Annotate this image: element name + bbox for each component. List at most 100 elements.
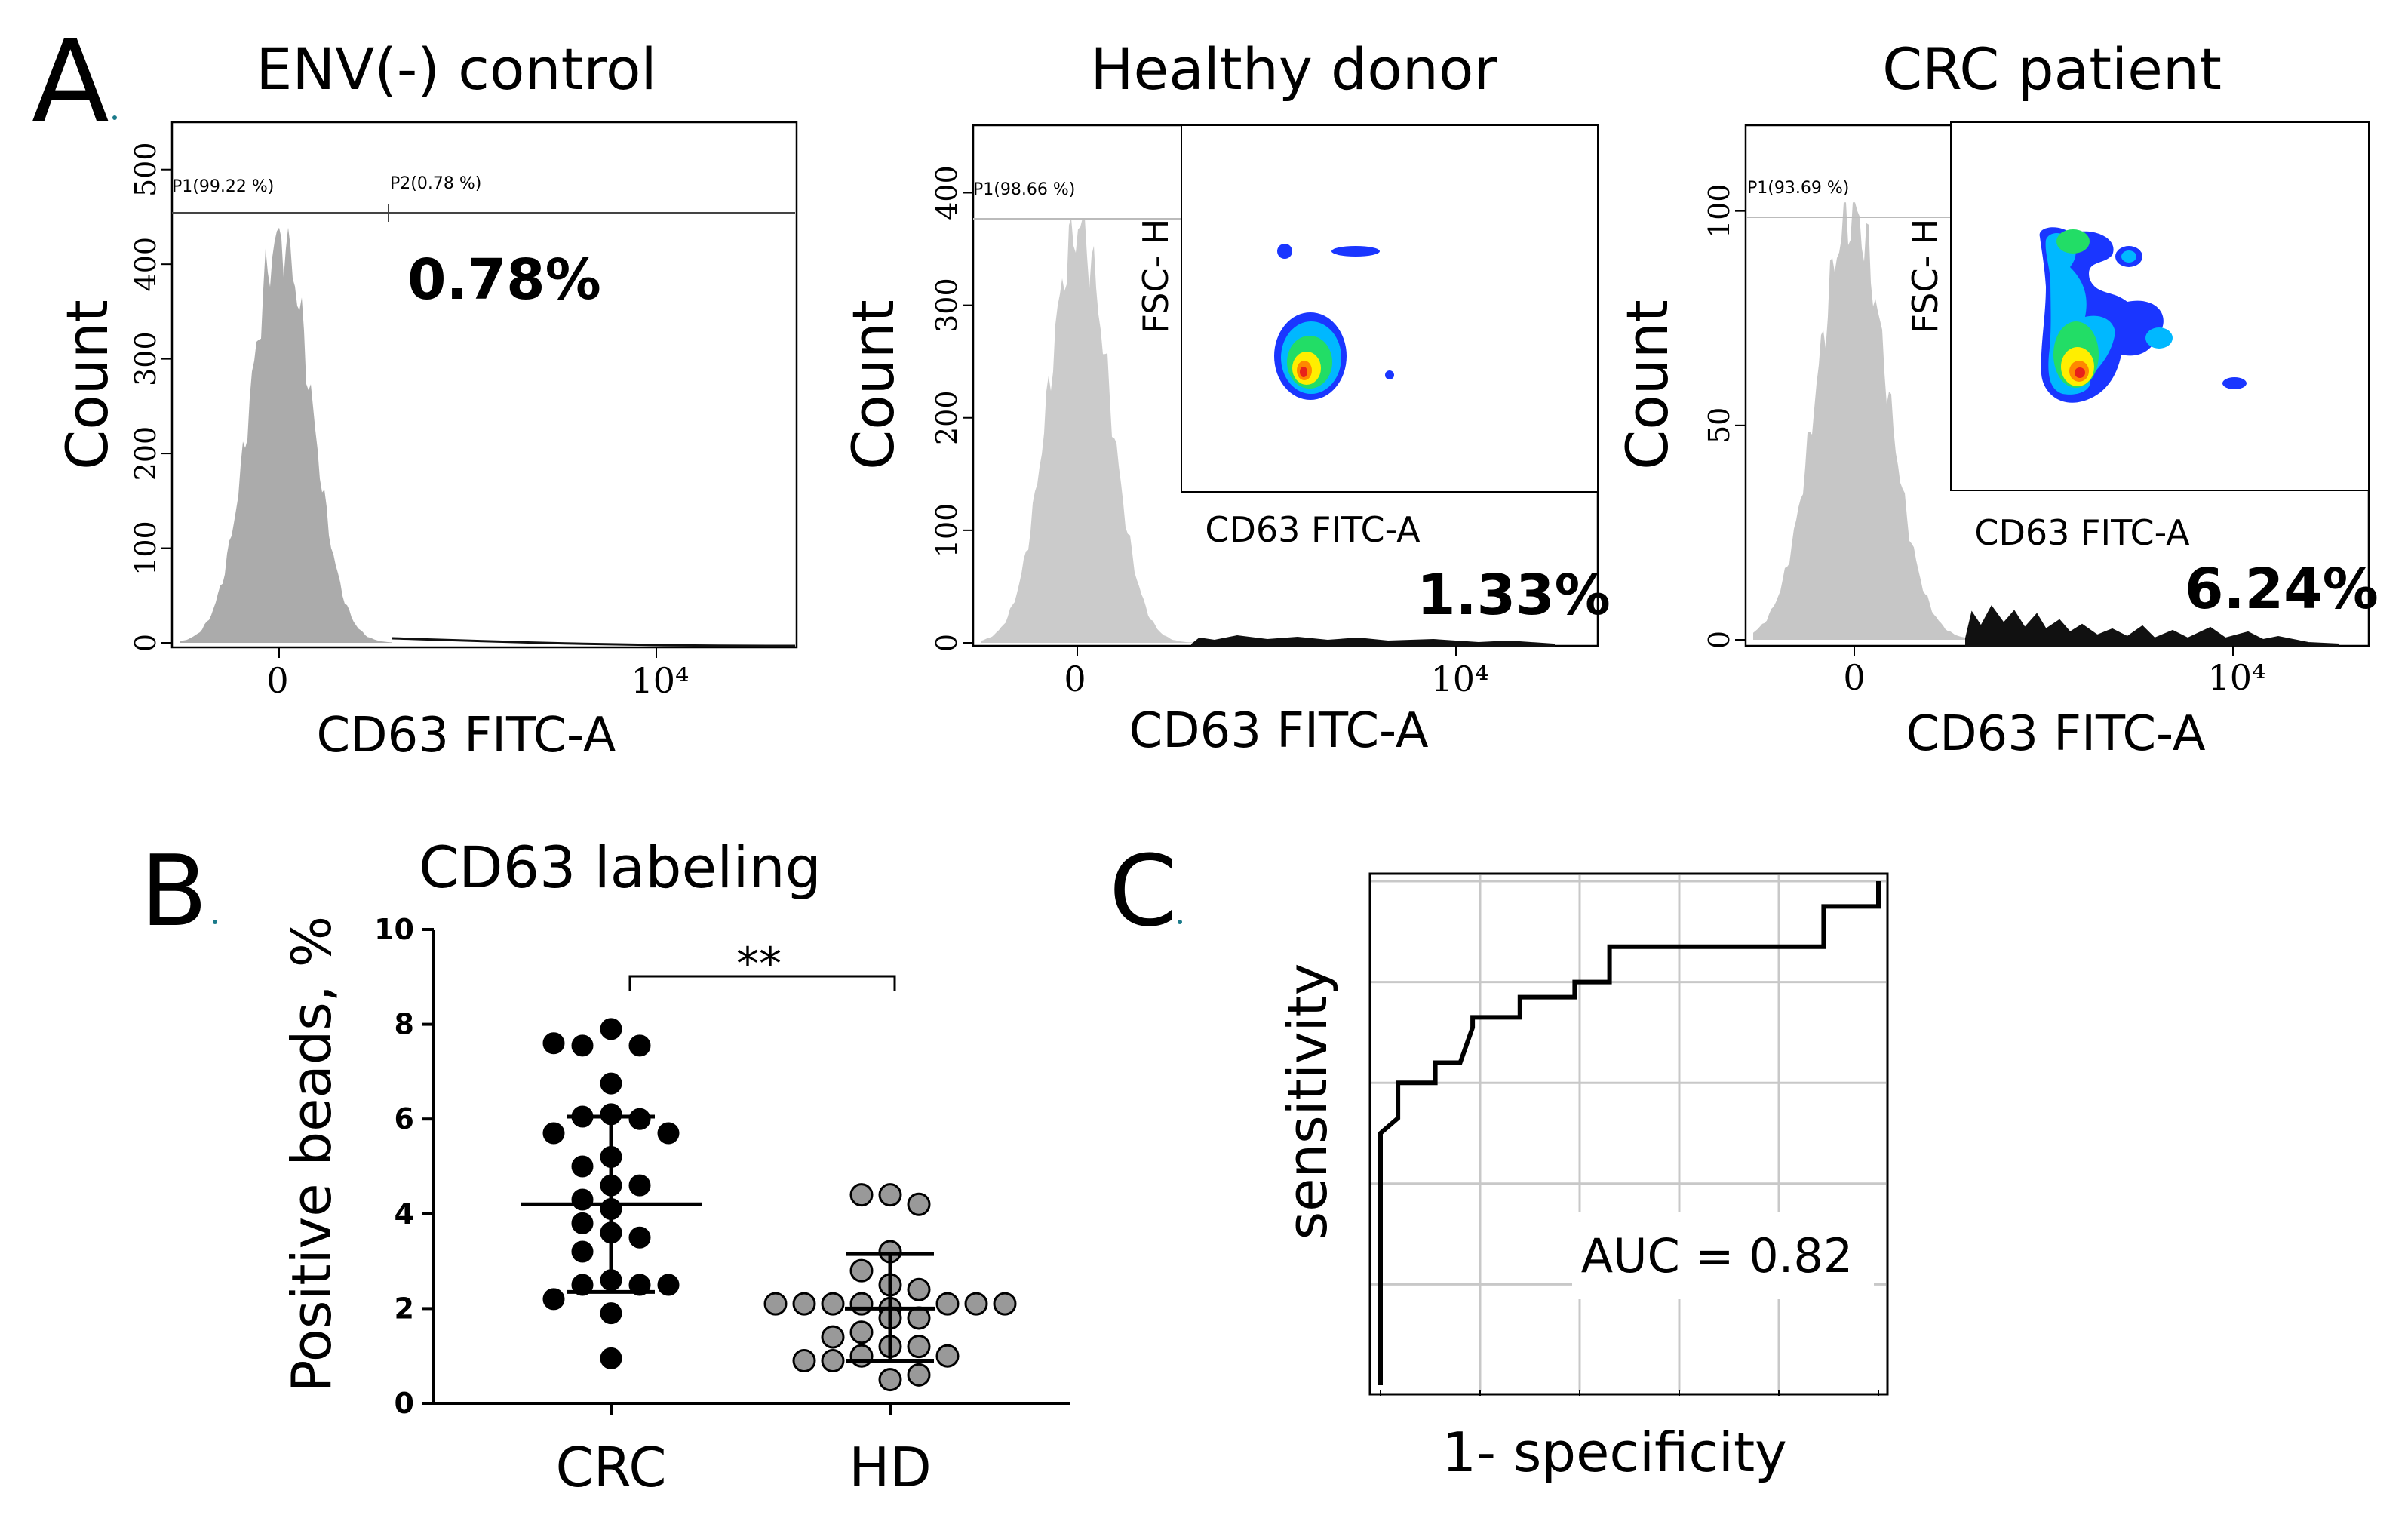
hist-y-tick-label: 100	[1703, 183, 1736, 238]
hist-y-tick-label: 50	[1703, 407, 1736, 444]
dotplot-point	[657, 1274, 680, 1296]
hist1-gate-p1: P1(99.22 %)	[172, 177, 274, 196]
hist1-positive-tail	[392, 637, 796, 647]
hist-y-tick-label: 300	[930, 278, 963, 333]
inset2-ylabel: FSC- H	[1135, 219, 1176, 334]
dotplot-point	[907, 1192, 931, 1216]
roc-ylabel: sensitivity	[1276, 963, 1339, 1240]
hist-y-tick-label: 200	[930, 390, 963, 445]
dotplot-y-tick-label: 6	[395, 1102, 414, 1135]
dotplot-point	[849, 1183, 874, 1207]
panel-letter-b-dot	[213, 920, 217, 924]
dotplot-points	[521, 1018, 1017, 1392]
inset3-blob	[2075, 367, 2085, 378]
hist1-percent: 0.78%	[407, 247, 601, 312]
roc-grid	[1371, 875, 1886, 1396]
hist1-fill	[180, 227, 392, 643]
dotplot-point	[907, 1277, 931, 1301]
hist-y-tick-label: 400	[129, 237, 162, 292]
hist1-x-axis: 0 10⁴	[266, 647, 689, 701]
panel-letter-a-dot	[112, 115, 117, 120]
hist3-fill	[1753, 202, 1976, 640]
hist3-positive-tail	[1965, 605, 2339, 647]
hist-y-tick-label: 100	[930, 503, 963, 558]
dotplot-y-tick-label: 0	[395, 1387, 414, 1420]
hist3-x-tick-label: 0	[1843, 657, 1865, 698]
inset3-blob	[2222, 377, 2247, 389]
dotplot-point	[600, 1302, 622, 1325]
dotplot-point	[792, 1348, 816, 1372]
panel-letter-a: A	[32, 17, 109, 148]
dotplot-point	[849, 1292, 874, 1316]
dotplot-point	[571, 1188, 594, 1211]
hist3-y-axis: 0 50 100	[1703, 183, 1746, 649]
inset-plot-crc-patient: FSC- H CD63 FITC-A	[1905, 121, 2370, 553]
inset3-frame	[1950, 121, 2370, 491]
histogram-healthy-donor: Healthy donor P1(98.66 %) 0100200300400 …	[840, 35, 1611, 759]
dotplot-point	[542, 1032, 565, 1055]
hist2-percent: 1.33%	[1417, 563, 1611, 628]
dotplot-y-ticks: 0 2 4 6 8 10	[374, 913, 434, 1420]
hist3-percent: 6.24%	[2185, 557, 2379, 622]
inset3-density-blobs	[2039, 227, 2247, 403]
hist2-xlabel: CD63 FITC-A	[1129, 703, 1429, 759]
hist1-y-axis: 0 100 200 300 400 500	[129, 142, 172, 652]
hist3-title: CRC patient	[1882, 35, 2222, 103]
dotplot-point	[964, 1292, 988, 1316]
hist2-y-axis: 0 100 200 300 400	[930, 165, 973, 652]
dotplot-point	[907, 1306, 931, 1330]
dotplot-point	[907, 1363, 931, 1387]
hist2-x-tick-label: 10⁴	[1431, 659, 1489, 699]
dotplot-category-label: CRC	[556, 1436, 667, 1499]
dotplot-point	[600, 1347, 622, 1369]
histogram-crc-patient: CRC patient P1(93.69 %) 0 50 100 0 10⁴ 6.2…	[1614, 35, 2379, 762]
hist2-ylabel: Count	[840, 300, 907, 470]
inset2-blob	[1331, 246, 1380, 257]
hist1-frame	[170, 121, 798, 649]
dotplot-point	[657, 1122, 680, 1145]
dotplot-point	[628, 1034, 651, 1057]
dotplot-y-tick-label: 2	[395, 1292, 414, 1325]
hist1-ylabel: Count	[54, 300, 121, 470]
hist3-x-tick-label: 10⁴	[2208, 657, 2266, 698]
dotplot-point	[849, 1258, 874, 1283]
hist2-positive-tail	[1191, 635, 1555, 647]
hist2-fill	[981, 218, 1199, 643]
roc-line	[1378, 881, 1881, 1385]
hist1-x-tick-label: 10⁴	[631, 660, 690, 701]
inset2-blob	[1277, 244, 1292, 259]
hist-y-tick-label: 300	[129, 331, 162, 386]
dotplot-significance-label: **	[736, 938, 782, 991]
roc-auc-annotation: AUC = 0.82	[1581, 1228, 1854, 1283]
hist-y-tick-label: 0	[930, 634, 963, 652]
panel-letter-c-dot	[1178, 920, 1182, 924]
roc-annotation-bg	[1572, 1212, 1874, 1299]
dotplot-point	[907, 1335, 931, 1359]
dotplot-y-tick-label: 4	[395, 1197, 414, 1231]
dotplot-title: CD63 labeling	[419, 834, 822, 901]
inset3-blob	[2121, 250, 2136, 263]
hist3-x-axis: 0 10⁴	[1843, 646, 2265, 698]
dotplot-point	[878, 1183, 902, 1207]
dotplot-point	[542, 1122, 565, 1145]
hist-y-tick-label: 400	[930, 165, 963, 220]
hist1-x-tick-label: 0	[266, 660, 288, 701]
dotplot-point	[628, 1108, 651, 1130]
dotplot-point	[628, 1226, 651, 1249]
inset2-blob	[1300, 367, 1307, 377]
dotplot-point	[763, 1292, 788, 1316]
dotplot-point	[792, 1292, 816, 1316]
inset2-xlabel: CD63 FITC-A	[1205, 509, 1421, 550]
roc-frame	[1368, 872, 1889, 1396]
roc-xlabel: 1- specificity	[1442, 1421, 1787, 1484]
dotplot-point	[571, 1240, 594, 1263]
dotplot-point	[571, 1155, 594, 1178]
dotplot-y-tick-label: 10	[374, 913, 414, 946]
hist3-ylabel: Count	[1614, 300, 1681, 470]
dotplot-significance-bracket	[628, 975, 896, 991]
dotplot-point	[878, 1368, 902, 1392]
dotplot-y-tick-label: 8	[395, 1008, 414, 1041]
hist2-x-axis: 0 10⁴	[1064, 646, 1488, 699]
inset2-blob	[1385, 370, 1394, 380]
